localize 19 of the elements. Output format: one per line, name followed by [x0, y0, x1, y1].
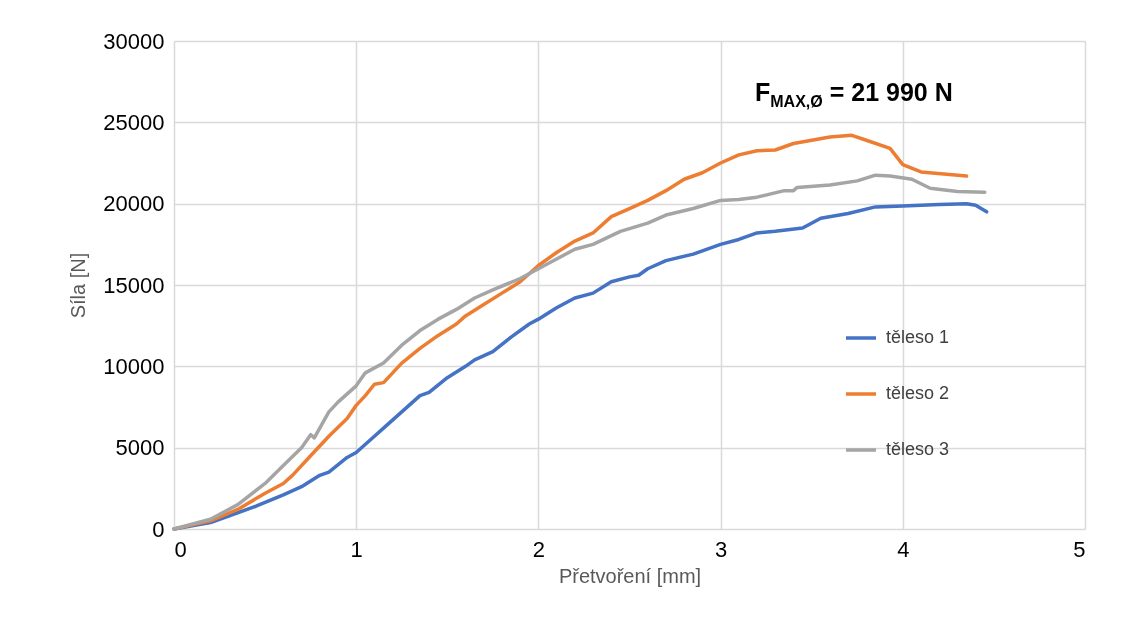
x-tick-label: 1 — [350, 536, 363, 562]
y-tick-label: 10000 — [103, 353, 165, 379]
legend-label: těleso 2 — [886, 383, 950, 403]
legend-label: těleso 1 — [886, 327, 950, 347]
x-tick-label: 4 — [897, 536, 910, 562]
y-tick-label: 20000 — [103, 191, 165, 217]
y-tick-label: 5000 — [115, 435, 165, 461]
x-tick-label: 3 — [714, 536, 728, 562]
y-tick-label: 15000 — [103, 272, 165, 298]
x-tick-label: 5 — [1073, 536, 1086, 562]
x-tick-label: 2 — [532, 536, 546, 562]
x-tick-label: 0 — [174, 536, 187, 562]
y-tick-label: 30000 — [103, 28, 165, 54]
y-tick-label: 0 — [152, 516, 165, 542]
legend-label: těleso 3 — [886, 439, 950, 459]
y-tick-label: 25000 — [103, 109, 165, 135]
y-axis-title: Síla [N] — [67, 252, 90, 319]
annotation: F$_{MAX,Ø}$ = 21 990 N — [755, 78, 953, 111]
x-axis-title: Přetvoření [mm] — [558, 564, 702, 587]
